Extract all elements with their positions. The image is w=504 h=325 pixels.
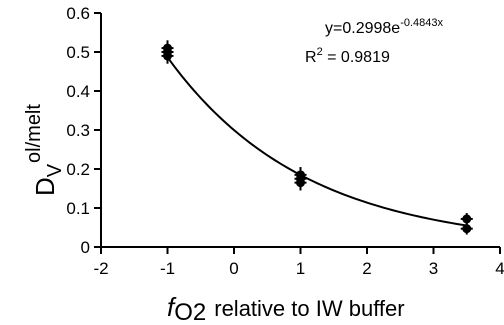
y-axis-label: DVol/melt: [23, 104, 66, 196]
y-tick-label: 0.3: [66, 121, 90, 140]
x-tick-label: 3: [429, 259, 438, 278]
fit-curve: [166, 56, 467, 227]
point-marker: [462, 224, 472, 234]
r-squared: R2 = 0.9819: [305, 46, 390, 66]
x-tick-label: 0: [229, 259, 238, 278]
data-point: [294, 174, 307, 191]
y-tick-label: 0.4: [66, 82, 90, 101]
y-ticks: 0 0.1 0.2 0.3 0.4 0.5 0.6: [66, 4, 101, 257]
point-marker: [296, 178, 305, 188]
data-point: [460, 222, 473, 235]
y-tick-label: 0.5: [66, 43, 90, 62]
x-axis-label: fO2 relative to IW buffer: [167, 292, 405, 325]
y-tick-label: 0.1: [66, 199, 90, 218]
x-ticks: -2 -1 0 1 2 3 4: [93, 247, 504, 278]
x-tick-label: 2: [362, 259, 371, 278]
x-tick-label: -1: [160, 259, 175, 278]
data-points: [161, 40, 473, 235]
x-tick-label: -2: [93, 259, 108, 278]
y-tick-label: 0.6: [66, 4, 90, 23]
y-tick-label: 0: [81, 238, 90, 257]
point-marker: [462, 214, 472, 224]
data-point: [161, 48, 174, 64]
x-tick-label: 1: [296, 259, 305, 278]
fit-equation: y=0.2998e-0.4843x: [325, 17, 443, 37]
x-tick-label: 4: [495, 259, 504, 278]
y-tick-label: 0.2: [66, 160, 90, 179]
point-marker: [163, 51, 172, 61]
